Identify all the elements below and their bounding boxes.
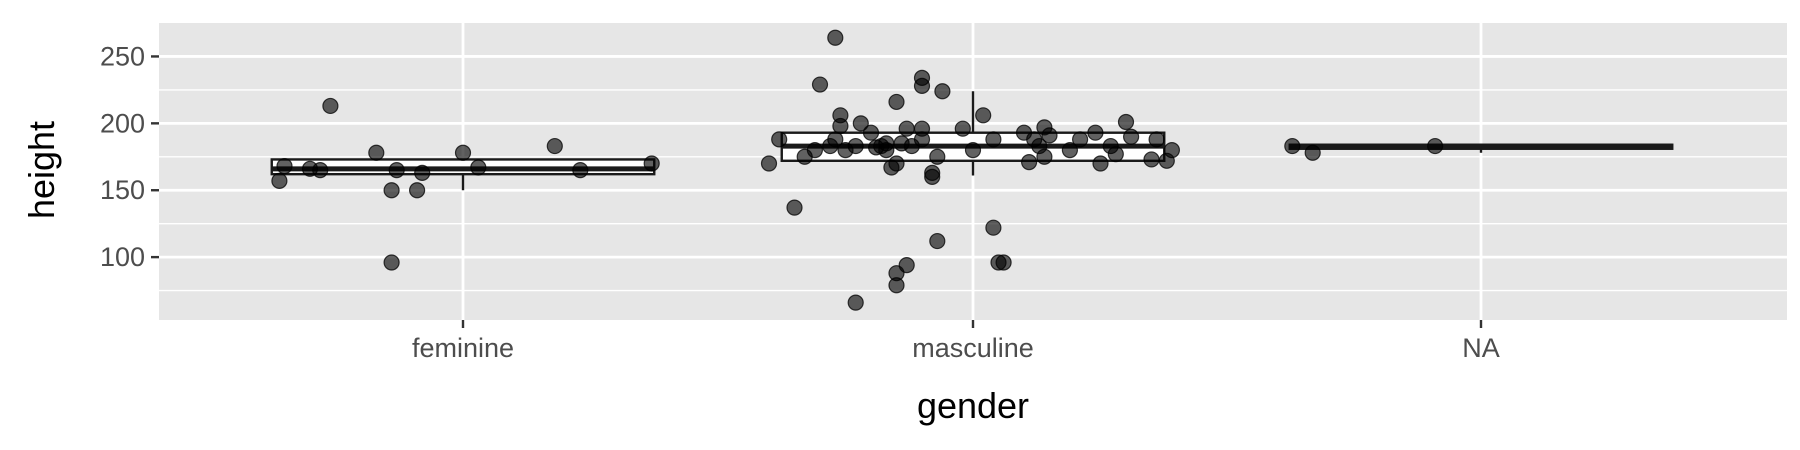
data-point bbox=[985, 219, 1002, 236]
data-point bbox=[312, 162, 329, 179]
data-point bbox=[852, 115, 869, 132]
data-point bbox=[806, 141, 824, 159]
y-axis: 100 150 200 250 bbox=[100, 41, 159, 272]
data-point bbox=[409, 182, 426, 199]
data-point bbox=[1071, 131, 1089, 148]
data-point bbox=[964, 141, 982, 159]
x-tick-label: masculine bbox=[912, 333, 1034, 363]
data-point bbox=[786, 199, 803, 216]
data-point bbox=[546, 137, 563, 155]
data-point bbox=[1284, 137, 1301, 155]
data-point bbox=[878, 141, 895, 159]
data-point bbox=[1143, 151, 1160, 168]
data-point bbox=[913, 77, 931, 94]
data-point bbox=[832, 107, 849, 124]
data-point bbox=[827, 29, 844, 46]
data-point bbox=[847, 137, 864, 155]
data-point bbox=[643, 155, 660, 172]
jitter-point-layer bbox=[271, 29, 1444, 311]
data-point bbox=[913, 131, 931, 148]
data-point bbox=[862, 124, 880, 141]
data-point bbox=[760, 155, 778, 172]
data-point bbox=[771, 131, 788, 148]
y-tick-label: 250 bbox=[100, 41, 145, 71]
data-point bbox=[414, 164, 431, 181]
y-axis-title: height bbox=[21, 121, 62, 219]
data-point bbox=[985, 131, 1002, 148]
data-point bbox=[1107, 146, 1124, 163]
data-point bbox=[934, 83, 951, 100]
data-point bbox=[929, 232, 946, 250]
data-point bbox=[271, 172, 288, 189]
x-axis: feminine masculine NA bbox=[412, 320, 1500, 363]
data-point bbox=[1061, 141, 1079, 159]
y-tick-label: 150 bbox=[100, 175, 145, 205]
data-point bbox=[1036, 148, 1053, 165]
data-point bbox=[929, 148, 946, 165]
data-point bbox=[322, 97, 339, 115]
data-point bbox=[995, 254, 1012, 271]
data-point bbox=[572, 162, 589, 179]
data-point bbox=[924, 168, 941, 185]
data-point bbox=[1426, 137, 1444, 155]
data-point bbox=[276, 158, 293, 175]
x-tick-label: feminine bbox=[412, 333, 514, 363]
data-point bbox=[1117, 113, 1135, 131]
data-point bbox=[888, 155, 905, 172]
data-point bbox=[1163, 141, 1181, 159]
data-point bbox=[1304, 144, 1321, 161]
y-tick-label: 200 bbox=[100, 108, 145, 138]
data-point bbox=[975, 107, 992, 124]
data-point bbox=[368, 144, 385, 161]
data-point bbox=[383, 182, 400, 199]
data-point bbox=[811, 76, 829, 93]
y-tick-label: 100 bbox=[100, 242, 145, 272]
data-point bbox=[383, 254, 400, 271]
data-point bbox=[1092, 155, 1109, 172]
data-point bbox=[454, 144, 472, 161]
data-point bbox=[470, 159, 487, 176]
data-point bbox=[1148, 131, 1165, 148]
data-point bbox=[898, 257, 915, 274]
data-point bbox=[1122, 128, 1140, 145]
data-point bbox=[954, 120, 971, 137]
data-point bbox=[898, 120, 915, 137]
data-point bbox=[1041, 127, 1058, 144]
data-point bbox=[388, 162, 405, 179]
data-point bbox=[1020, 154, 1038, 171]
x-axis-title: gender bbox=[917, 385, 1029, 426]
data-point bbox=[847, 294, 864, 311]
x-tick-label: NA bbox=[1462, 333, 1500, 363]
data-point bbox=[888, 93, 905, 111]
data-point bbox=[1087, 124, 1104, 141]
